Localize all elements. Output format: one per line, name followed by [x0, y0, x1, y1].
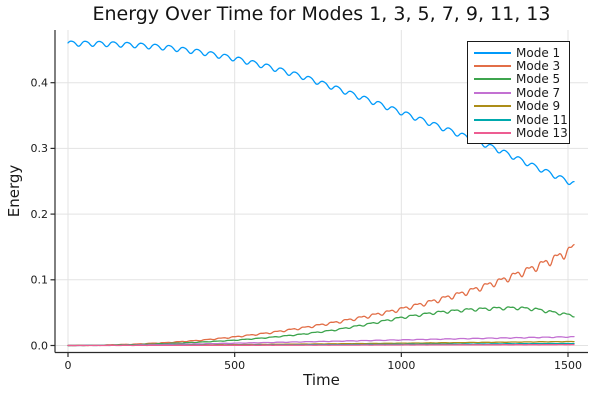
series-line-mode-5 [67, 306, 575, 347]
legend-label: Mode 7 [516, 85, 561, 100]
legend-label: Mode 3 [516, 59, 561, 74]
series-line-mode-1 [67, 40, 575, 186]
legend-label: Mode 13 [516, 126, 568, 141]
legend-label: Mode 5 [516, 72, 561, 87]
y-tick-label-0.2: 0.2 [31, 208, 49, 221]
legend-line-sample [474, 65, 511, 68]
legend-line-sample [474, 105, 511, 108]
series-line-mode-13 [67, 343, 575, 347]
x-tick-label-1500: 1500 [554, 359, 582, 372]
legend-label: Mode 1 [516, 45, 561, 60]
legend-label: Mode 11 [516, 112, 568, 127]
legend-entry-mode-5: Mode 5 [468, 73, 569, 86]
legend-entry-mode-11: Mode 11 [468, 113, 569, 126]
legend-entry-mode-1: Mode 1 [468, 46, 569, 59]
x-tick-label-1000: 1000 [387, 359, 415, 372]
x-tick-label-500: 500 [224, 359, 245, 372]
legend-label: Mode 9 [516, 99, 561, 114]
axis-layer: 0 500 1000 1500 0.0 0.1 0.2 0.3 0.4 [31, 30, 588, 372]
x-axis-label: Time [303, 371, 340, 389]
legend-entry-mode-9: Mode 9 [468, 100, 569, 113]
legend-entry-mode-3: Mode 3 [468, 59, 569, 72]
y-tick-label-0.4: 0.4 [31, 77, 49, 90]
chart-title: Energy Over Time for Modes 1, 3, 5, 7, 9… [92, 3, 551, 25]
legend-entry-mode-13: Mode 13 [468, 126, 569, 139]
series-layer [67, 40, 575, 347]
y-tick-label-0.1: 0.1 [31, 274, 49, 287]
legend-line-sample [474, 132, 511, 135]
legend-line-sample [474, 91, 511, 94]
legend-line-sample [474, 51, 511, 54]
series-line-mode-3 [67, 243, 575, 347]
legend-line-sample [474, 118, 511, 121]
legend-entry-mode-7: Mode 7 [468, 86, 569, 99]
legend: Mode 1 Mode 3 Mode 5 Mode 7 Mode 9 Mode 11 Mod… [467, 41, 570, 144]
legend-line-sample [474, 78, 511, 81]
x-tick-label-0: 0 [65, 359, 72, 372]
y-axis-label: Energy [5, 164, 23, 218]
y-tick-label-0.0: 0.0 [31, 339, 49, 352]
y-tick-label-0.3: 0.3 [31, 142, 49, 155]
